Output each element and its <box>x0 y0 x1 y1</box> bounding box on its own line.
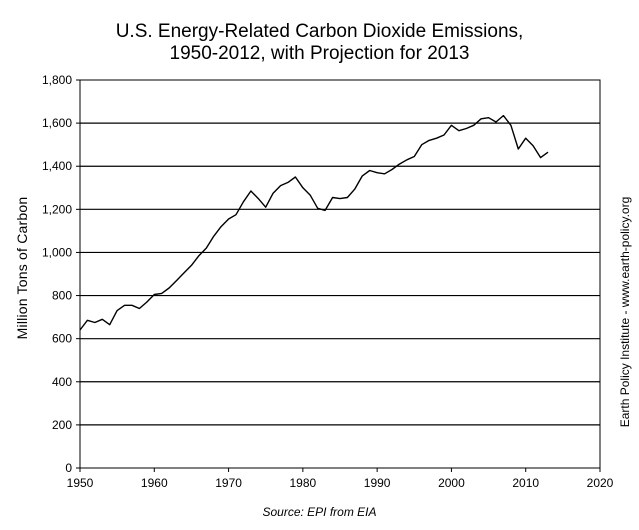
x-tick-label: 1980 <box>290 476 317 490</box>
y-tick-label: 400 <box>52 375 72 389</box>
x-tick-label: 2010 <box>512 476 539 490</box>
emissions-series-line <box>79 114 549 331</box>
x-tick-label: 1970 <box>215 476 242 490</box>
y-tick-label: 1,800 <box>42 73 72 87</box>
y-tick-label: 800 <box>52 289 72 303</box>
y-tick-label: 1,000 <box>42 245 72 259</box>
chart-title-line-1: U.S. Energy-Related Carbon Dioxide Emiss… <box>115 21 524 42</box>
x-tick-label: 1990 <box>364 476 391 490</box>
y-tick-label: 600 <box>52 332 72 346</box>
y-axis-label: Million Tons of Carbon <box>14 196 30 340</box>
x-tick-label: 1950 <box>67 476 94 490</box>
y-tick-label: 0 <box>65 461 72 475</box>
x-tick-label: 2000 <box>438 476 465 490</box>
y-tick-label: 1,200 <box>42 202 72 216</box>
credit-text: Earth Policy Institute - www.earth-polic… <box>618 196 632 428</box>
chart-title-line-2: 1950-2012, with Projection for 2013 <box>169 43 470 64</box>
grid-lines <box>80 122 600 426</box>
x-tick-label: 1960 <box>141 476 168 490</box>
series-layer <box>79 114 549 331</box>
source-note: Source: EPI from EIA <box>262 505 377 519</box>
x-tick-label: 2020 <box>587 476 614 490</box>
axis-ticks: 0 200 400 600 800 1,000 1,200 1,400 1,600 1,800 19… <box>42 73 614 490</box>
plot-area-frame <box>79 79 601 469</box>
y-tick-label: 1,400 <box>42 159 72 173</box>
y-tick-label: 1,600 <box>42 116 72 130</box>
y-tick-label: 200 <box>52 418 72 432</box>
